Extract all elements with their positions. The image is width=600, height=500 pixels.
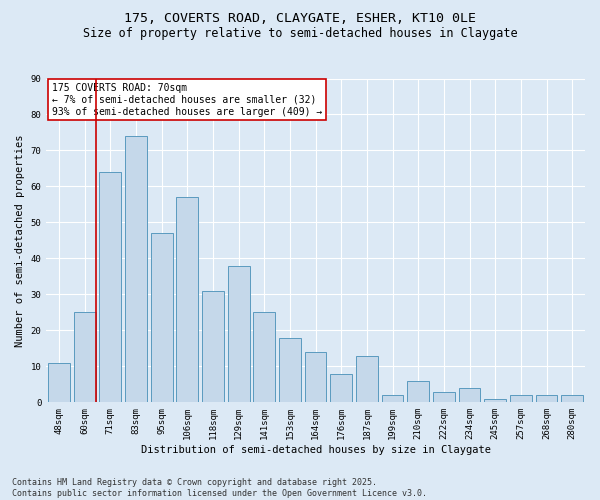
Bar — [561, 395, 583, 402]
Bar — [253, 312, 275, 402]
Bar — [407, 380, 429, 402]
Bar — [382, 395, 403, 402]
Text: 175 COVERTS ROAD: 70sqm
← 7% of semi-detached houses are smaller (32)
93% of sem: 175 COVERTS ROAD: 70sqm ← 7% of semi-det… — [52, 84, 322, 116]
Bar — [228, 266, 250, 402]
Bar — [125, 136, 147, 402]
Bar — [151, 233, 173, 402]
Text: 175, COVERTS ROAD, CLAYGATE, ESHER, KT10 0LE: 175, COVERTS ROAD, CLAYGATE, ESHER, KT10… — [124, 12, 476, 26]
Text: Contains HM Land Registry data © Crown copyright and database right 2025.
Contai: Contains HM Land Registry data © Crown c… — [12, 478, 427, 498]
Bar — [202, 291, 224, 403]
Bar — [48, 363, 70, 403]
Bar — [100, 172, 121, 402]
X-axis label: Distribution of semi-detached houses by size in Claygate: Distribution of semi-detached houses by … — [140, 445, 491, 455]
Bar — [279, 338, 301, 402]
Bar — [458, 388, 481, 402]
Bar — [433, 392, 455, 402]
Bar — [176, 197, 198, 402]
Y-axis label: Number of semi-detached properties: Number of semi-detached properties — [15, 134, 25, 346]
Bar — [510, 395, 532, 402]
Bar — [484, 398, 506, 402]
Bar — [356, 356, 378, 403]
Bar — [305, 352, 326, 403]
Bar — [331, 374, 352, 402]
Bar — [74, 312, 95, 402]
Text: Size of property relative to semi-detached houses in Claygate: Size of property relative to semi-detach… — [83, 28, 517, 40]
Bar — [536, 395, 557, 402]
